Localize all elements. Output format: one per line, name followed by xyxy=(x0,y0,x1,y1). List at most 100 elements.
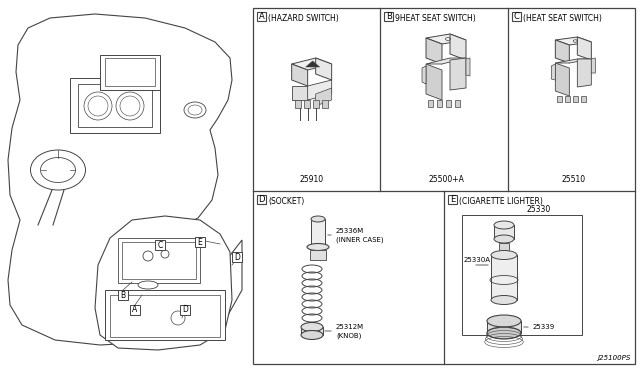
Text: E: E xyxy=(450,195,455,204)
Bar xyxy=(462,215,582,335)
Bar xyxy=(446,100,451,107)
Bar xyxy=(253,8,635,364)
Polygon shape xyxy=(466,58,470,76)
Text: (HAZARD SWITCH): (HAZARD SWITCH) xyxy=(268,13,339,22)
Bar xyxy=(565,96,570,102)
Ellipse shape xyxy=(494,235,514,243)
Circle shape xyxy=(161,250,169,258)
Text: J25100PS: J25100PS xyxy=(598,355,631,361)
Text: D: D xyxy=(182,305,188,314)
Text: 25500+A: 25500+A xyxy=(428,174,464,183)
Ellipse shape xyxy=(138,281,158,289)
Ellipse shape xyxy=(494,221,514,229)
Text: 25330A: 25330A xyxy=(464,257,491,263)
Ellipse shape xyxy=(40,157,76,183)
Bar xyxy=(310,250,326,260)
Polygon shape xyxy=(95,216,232,350)
Text: (KNOB): (KNOB) xyxy=(336,333,362,339)
Text: 25330: 25330 xyxy=(527,205,551,214)
Ellipse shape xyxy=(487,315,521,327)
Bar xyxy=(122,242,196,279)
Bar xyxy=(130,305,140,315)
Polygon shape xyxy=(577,37,591,60)
Polygon shape xyxy=(577,59,591,87)
Polygon shape xyxy=(316,58,332,80)
Ellipse shape xyxy=(311,216,325,222)
Bar xyxy=(499,243,509,255)
Polygon shape xyxy=(556,40,570,63)
Bar xyxy=(105,58,155,86)
Bar xyxy=(494,225,514,239)
Polygon shape xyxy=(8,14,242,345)
Polygon shape xyxy=(422,66,426,84)
Ellipse shape xyxy=(301,330,323,340)
Bar xyxy=(322,100,328,108)
Polygon shape xyxy=(450,34,466,60)
Ellipse shape xyxy=(184,102,206,118)
Polygon shape xyxy=(292,58,332,70)
Bar xyxy=(118,238,200,283)
Ellipse shape xyxy=(31,150,86,190)
Bar xyxy=(100,55,160,90)
Text: 9HEAT SEAT SWITCH): 9HEAT SEAT SWITCH) xyxy=(396,13,476,22)
Bar xyxy=(118,290,128,300)
Polygon shape xyxy=(316,88,332,106)
Text: 25339: 25339 xyxy=(533,324,556,330)
Text: D: D xyxy=(259,195,265,204)
Bar xyxy=(313,100,319,108)
Bar xyxy=(557,96,562,102)
Ellipse shape xyxy=(487,327,521,339)
Text: C: C xyxy=(513,12,519,21)
Polygon shape xyxy=(426,58,466,64)
Bar xyxy=(155,240,165,250)
Text: B: B xyxy=(386,12,392,21)
Polygon shape xyxy=(556,37,591,45)
Text: (HEAT SEAT SWITCH): (HEAT SEAT SWITCH) xyxy=(523,13,602,22)
Circle shape xyxy=(171,311,185,325)
Ellipse shape xyxy=(491,295,517,305)
Polygon shape xyxy=(308,80,332,100)
Bar xyxy=(195,237,205,247)
Bar xyxy=(448,195,457,204)
Bar xyxy=(294,100,301,108)
Text: (CIGARETTE LIGHTER): (CIGARETTE LIGHTER) xyxy=(459,196,543,205)
Bar xyxy=(110,295,220,337)
Bar xyxy=(511,12,521,21)
Bar xyxy=(573,96,578,102)
Bar xyxy=(180,305,190,315)
Polygon shape xyxy=(292,86,308,100)
Circle shape xyxy=(84,92,112,120)
Ellipse shape xyxy=(311,244,325,250)
Polygon shape xyxy=(292,64,308,86)
Polygon shape xyxy=(591,58,595,73)
Text: (INNER CASE): (INNER CASE) xyxy=(336,237,383,243)
Bar xyxy=(105,290,225,340)
Bar xyxy=(428,100,433,107)
Text: B: B xyxy=(120,291,125,299)
Bar xyxy=(257,12,266,21)
Text: 25312M: 25312M xyxy=(336,324,364,330)
Bar xyxy=(385,12,394,21)
Text: E: E xyxy=(198,237,202,247)
Polygon shape xyxy=(426,64,442,100)
Circle shape xyxy=(143,251,153,261)
Bar xyxy=(437,100,442,107)
Text: D: D xyxy=(234,253,240,262)
Polygon shape xyxy=(551,64,556,80)
Text: 25510: 25510 xyxy=(561,174,586,183)
Bar xyxy=(70,78,160,133)
Polygon shape xyxy=(556,59,591,63)
Text: 25910: 25910 xyxy=(300,174,324,183)
Bar xyxy=(581,96,586,102)
Text: A: A xyxy=(132,305,138,314)
Bar xyxy=(311,219,325,247)
Ellipse shape xyxy=(307,244,329,250)
Bar xyxy=(232,252,242,262)
Text: 25336M: 25336M xyxy=(336,228,364,234)
Text: (SOCKET): (SOCKET) xyxy=(268,196,304,205)
Bar xyxy=(491,255,517,300)
Polygon shape xyxy=(556,63,570,96)
Bar xyxy=(78,84,152,127)
Polygon shape xyxy=(426,34,466,44)
Circle shape xyxy=(116,92,144,120)
